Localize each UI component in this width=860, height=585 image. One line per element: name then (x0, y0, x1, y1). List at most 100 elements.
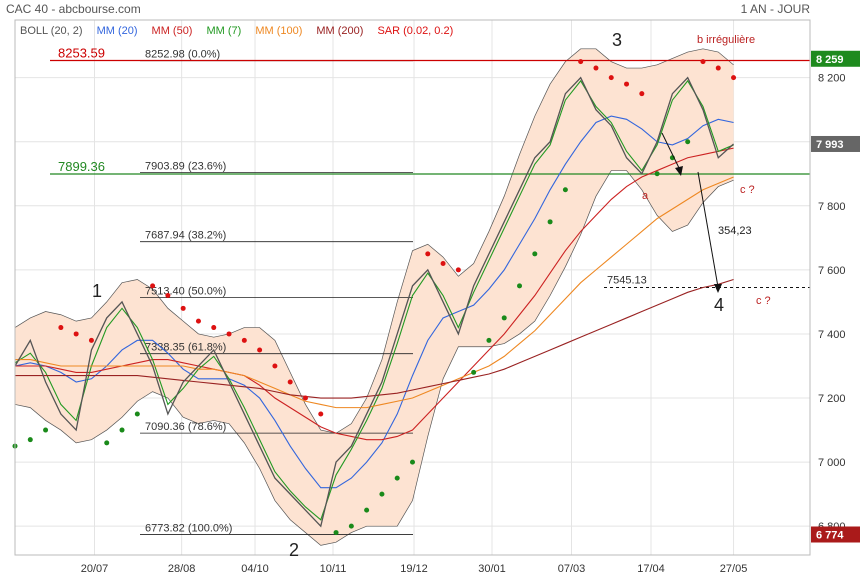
x-tick-label: 20/07 (81, 563, 109, 575)
y-tick-label: 7 000 (818, 457, 846, 469)
sar-dot (624, 81, 630, 87)
sar-dot (226, 331, 232, 337)
annotation: 354,23 (718, 225, 752, 237)
sar-dot (27, 437, 33, 443)
annotation: a (642, 190, 649, 202)
sar-dot (501, 315, 507, 321)
x-tick-label: 10/11 (320, 563, 347, 575)
fib-label: 7090.36 (78.6%) (145, 421, 226, 433)
legend-entry: MM (200) (316, 25, 363, 37)
legend: BOLL (20, 2) MM (20) MM (50) MM (7) MM (100)… (20, 25, 453, 37)
annotation: c ? (756, 295, 771, 307)
sar-dot (43, 427, 49, 433)
y-tick-label: 7 800 (818, 201, 846, 213)
annotation: 2 (289, 540, 299, 560)
x-tick-label: 19/12 (400, 563, 428, 575)
legend-entry: MM (100) (255, 25, 302, 37)
fib-label: 6773.82 (100.0%) (145, 523, 232, 535)
bollinger-fill (15, 48, 734, 546)
price-tag (811, 135, 860, 152)
ma-line (15, 176, 734, 409)
sar-dot (211, 325, 217, 331)
sar-dot (639, 91, 645, 97)
sar-dot (272, 363, 278, 369)
sar-dot (654, 171, 660, 177)
ma-line (14, 79, 734, 521)
fib-label: 7903.89 (23.6%) (145, 161, 226, 173)
sar-dot (180, 305, 186, 311)
sar-dot (578, 59, 584, 65)
level-label: 7899.36 (58, 159, 105, 174)
sar-dot (302, 395, 308, 401)
sar-dot (425, 251, 431, 257)
legend-entry: MM (7) (206, 25, 241, 37)
annotation: 1 (92, 281, 102, 301)
price-tag-label: 6 774 (816, 529, 844, 541)
bollinger-lower (14, 170, 734, 546)
x-tick-label: 04/10 (241, 563, 269, 575)
price-tag-label: 8 259 (816, 54, 844, 66)
sar-dot (532, 251, 538, 257)
price-tag (811, 526, 860, 543)
sar-dot (150, 283, 156, 289)
sar-dot (455, 267, 461, 273)
y-tick-label: 7 400 (818, 329, 846, 341)
arrow-head (714, 284, 722, 293)
legend-entry: SAR (0.02, 0.2) (377, 25, 453, 37)
y-tick-label: 8 200 (818, 73, 846, 85)
annotations: 1 2 3 4 a b irrégulière c ? c ? 354,23 (92, 30, 771, 560)
annotation: 3 (612, 30, 622, 50)
price-line (14, 76, 734, 528)
sar-dot (486, 337, 492, 343)
legend-entry: MM (20) (97, 25, 138, 37)
sar-dot (88, 337, 94, 343)
annotation: b irrégulière (697, 34, 755, 46)
sar-dot (410, 459, 415, 465)
sar-dot (134, 411, 140, 417)
sar-dot (257, 347, 263, 353)
sar-dot (318, 411, 324, 417)
arrow-head (675, 166, 683, 176)
arrow (661, 132, 681, 171)
sar-dot (547, 219, 553, 225)
annotation: 4 (714, 295, 724, 315)
annotation: c ? (740, 184, 755, 196)
arrow (697, 171, 719, 288)
sar-dot (731, 75, 737, 81)
sar-dot (165, 293, 171, 299)
ma-line (14, 115, 734, 489)
sar-dot (608, 75, 614, 81)
x-tick-label: 17/04 (637, 563, 665, 575)
fib-label: 7513.40 (50.0%) (145, 286, 226, 298)
x-tick-label: 07/03 (558, 563, 586, 575)
plot-frame (14, 19, 811, 556)
price-tag-label: 7 993 (816, 139, 844, 151)
sar-dot (440, 260, 446, 266)
sar-dot (241, 337, 247, 343)
fib-label: 7687.94 (38.2%) (145, 230, 226, 242)
sar-dot (715, 65, 721, 71)
sar-dot (119, 427, 125, 433)
sar-dot (700, 59, 706, 65)
sar-dot (195, 318, 201, 324)
sar-dot (364, 507, 370, 513)
sar-dot (517, 283, 523, 289)
sar-dot (379, 491, 385, 497)
legend-entry: MM (50) (152, 25, 193, 37)
ma-line (15, 278, 734, 399)
target-label: 7545.13 (607, 274, 647, 286)
y-tick-label: 7 200 (818, 393, 846, 405)
sar-dot (333, 530, 339, 536)
sar-dot (685, 139, 691, 145)
sar-dot (593, 65, 599, 71)
x-tick-label: 30/01 (478, 563, 506, 575)
sar-dot (348, 523, 354, 529)
ma-line (15, 147, 734, 441)
sar-dot (562, 187, 568, 193)
sar-dot (58, 325, 64, 331)
sar-dot (394, 475, 400, 481)
fib-label: 8252.98 (0.0%) (145, 49, 220, 61)
y-tick-label: 7 600 (818, 265, 846, 277)
x-tick-label: 27/05 (720, 563, 748, 575)
